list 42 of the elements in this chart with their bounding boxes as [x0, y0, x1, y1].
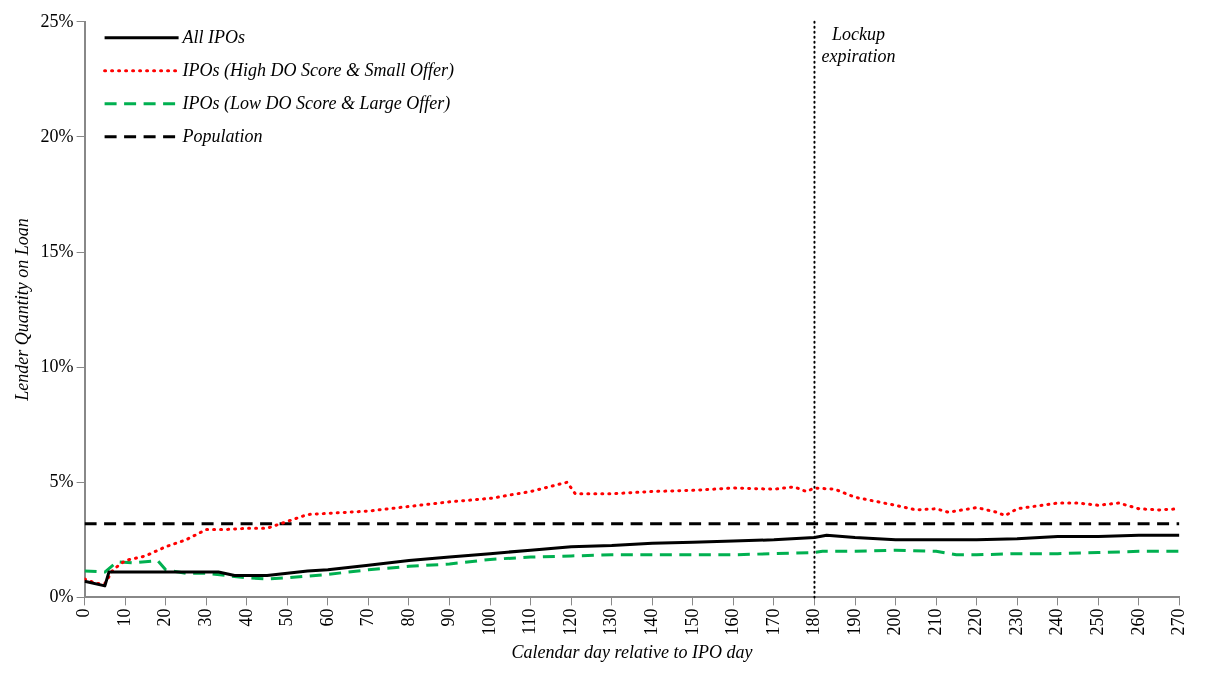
legend-label: IPOs (Low DO Score & Large Offer): [181, 92, 451, 114]
legend-label: Population: [181, 125, 263, 146]
x-tick-label: 150: [681, 608, 702, 636]
line-series: [84, 548, 1180, 581]
y-tick-label: 0%: [49, 586, 74, 607]
x-tick-label: 100: [478, 608, 499, 636]
x-tick-label: 90: [438, 608, 459, 627]
x-tick-label: 60: [316, 608, 337, 627]
x-tick-label: 120: [559, 608, 580, 636]
x-tick-label: 110: [519, 608, 540, 635]
y-tick-label: 15%: [40, 240, 74, 261]
x-tick-label: 70: [357, 608, 378, 627]
y-tick-label: 20%: [40, 125, 74, 146]
ref-line-label: Lockup expiration: [821, 23, 896, 66]
x-tick-label: 40: [235, 608, 256, 627]
x-tick-label: 270: [1168, 608, 1189, 636]
x-tick-label: 200: [884, 608, 905, 636]
x-tick-label: 80: [397, 608, 418, 627]
x-tick-label: 30: [194, 608, 215, 627]
x-tick-label: 260: [1127, 608, 1148, 636]
x-tick-label: 220: [965, 608, 986, 636]
x-tick-label: 160: [722, 608, 743, 636]
y-tick-label: 25%: [40, 10, 74, 31]
y-axis-title: Lender Quantity on Loan: [11, 218, 32, 402]
y-tick-label: 10%: [40, 355, 74, 376]
legend-label: IPOs (High DO Score & Small Offer): [181, 59, 454, 81]
x-tick-label: 230: [1005, 608, 1026, 636]
x-tick-label: 10: [113, 608, 134, 627]
x-tick-label: 190: [843, 608, 864, 636]
x-tick-label: 170: [762, 608, 783, 636]
x-tick-label: 180: [803, 608, 824, 636]
x-tick-label: 50: [276, 608, 297, 627]
legend-label: All IPOs: [181, 26, 246, 47]
x-tick-label: 140: [641, 608, 662, 636]
x-axis-title: Calendar day relative to IPO day: [511, 641, 753, 662]
x-tick-label: 240: [1046, 608, 1067, 636]
x-tick-label: 20: [154, 608, 175, 627]
x-tick-label: 250: [1087, 608, 1108, 636]
y-tick-label: 5%: [49, 471, 74, 492]
x-tick-label: 0: [73, 608, 94, 618]
x-tick-label: 210: [924, 608, 945, 636]
x-tick-label: 130: [600, 608, 621, 636]
